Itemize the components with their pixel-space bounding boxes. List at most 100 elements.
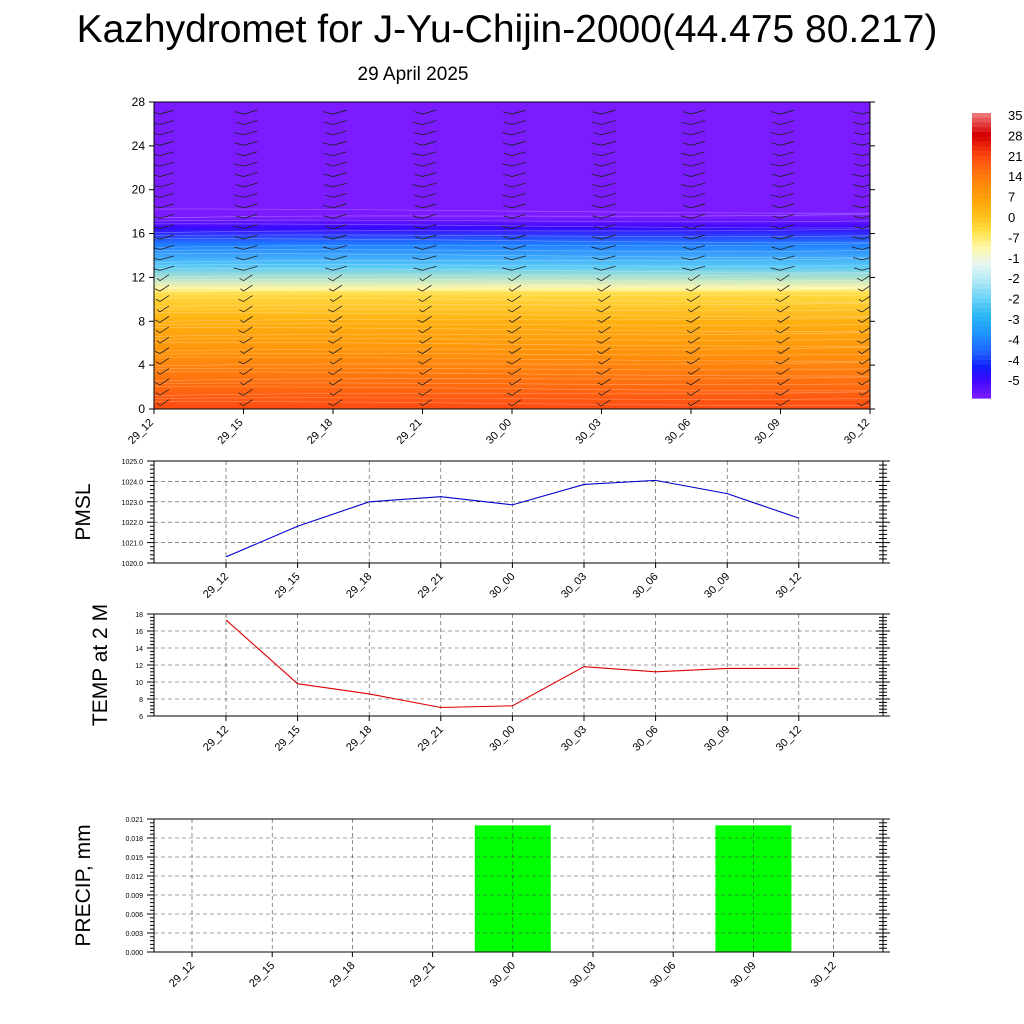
colorbar-segment bbox=[972, 174, 991, 181]
wind-barb-flag bbox=[243, 326, 253, 334]
wind-barb bbox=[419, 340, 423, 344]
wind-barb bbox=[853, 267, 863, 271]
wind-barb bbox=[322, 236, 334, 240]
wind-barb-flag bbox=[511, 357, 522, 365]
wind-barb-flag bbox=[601, 368, 611, 375]
wind-barb-flag bbox=[690, 295, 701, 302]
wind-barb bbox=[687, 278, 692, 282]
wind-barb-flag bbox=[159, 213, 175, 219]
wind-barb-flag bbox=[690, 151, 706, 157]
wind-barb bbox=[591, 142, 602, 146]
colorbar-segment bbox=[972, 255, 991, 261]
wind-barb bbox=[772, 257, 781, 261]
wind-barb-flag bbox=[243, 305, 253, 313]
wind-barb bbox=[857, 350, 863, 354]
wind-barb bbox=[329, 298, 334, 302]
contour-line bbox=[154, 386, 870, 392]
wind-barb bbox=[327, 371, 334, 375]
wind-barb-flag bbox=[243, 120, 258, 125]
wind-barb bbox=[154, 382, 161, 386]
colorbar-segment bbox=[972, 374, 991, 380]
contour-line bbox=[154, 282, 870, 288]
wind-barb bbox=[239, 309, 244, 313]
wind-barb bbox=[857, 382, 863, 386]
wind-barb bbox=[154, 319, 161, 323]
wind-barb bbox=[502, 111, 513, 115]
wind-barb bbox=[597, 382, 602, 386]
wind-barb bbox=[777, 288, 781, 292]
colorbar-segment bbox=[972, 307, 991, 314]
colorbar-segment bbox=[972, 241, 991, 247]
y-tick-label: 0.009 bbox=[125, 893, 143, 900]
wind-barb-flag bbox=[332, 245, 348, 250]
contour-line bbox=[154, 219, 870, 223]
colorbar-segment bbox=[972, 136, 991, 143]
colorbar-segment bbox=[972, 312, 991, 318]
wind-barb bbox=[412, 257, 423, 261]
wind-barb bbox=[154, 350, 161, 354]
wind-barb-flag bbox=[422, 213, 437, 219]
wind-barb bbox=[686, 361, 692, 365]
wind-barb bbox=[240, 319, 244, 323]
colorbar-segment bbox=[972, 269, 991, 276]
wind-barb bbox=[777, 382, 781, 386]
wind-barb-flag bbox=[780, 357, 790, 365]
wind-barb-flag bbox=[243, 203, 258, 209]
wind-barb bbox=[680, 121, 692, 125]
wind-barb bbox=[322, 173, 334, 177]
colorbar-segment bbox=[972, 383, 991, 390]
wind-barb-flag bbox=[861, 173, 870, 177]
wind-barb bbox=[686, 392, 692, 396]
wind-barb-flag bbox=[422, 347, 432, 354]
wind-barb bbox=[502, 142, 513, 146]
wind-barb bbox=[592, 184, 602, 188]
wind-barb bbox=[598, 361, 602, 365]
wind-barb-flag bbox=[332, 316, 343, 323]
y-tick-label: 0.018 bbox=[125, 836, 143, 843]
y-tick-label: 1024.0 bbox=[122, 479, 144, 486]
wind-barb bbox=[777, 319, 781, 323]
wind-barb bbox=[324, 194, 334, 198]
contour-line bbox=[154, 317, 870, 322]
wind-barb-flag bbox=[422, 255, 437, 261]
colorbar-segment bbox=[972, 208, 991, 214]
wind-barb bbox=[772, 184, 781, 188]
wind-barb-flag bbox=[422, 120, 437, 125]
wind-barb-flag bbox=[511, 140, 527, 146]
wind-barb bbox=[329, 330, 334, 334]
wind-barb bbox=[682, 173, 692, 177]
wind-barb bbox=[328, 288, 334, 292]
wind-barb-flag bbox=[243, 213, 258, 219]
x-tick-label: 29_18 bbox=[327, 960, 357, 990]
wind-barb bbox=[419, 371, 423, 375]
wind-barb-flag bbox=[159, 151, 175, 157]
colorbar-segment bbox=[972, 212, 991, 219]
colorbar-segment bbox=[972, 322, 991, 328]
wind-barb-flag bbox=[690, 120, 706, 125]
colorbar-segment bbox=[972, 293, 991, 299]
wind-barb-flag bbox=[243, 130, 258, 136]
wind-barb bbox=[681, 225, 692, 230]
wind-barb-flag bbox=[511, 274, 522, 282]
wind-barb bbox=[154, 174, 161, 177]
wind-barb bbox=[776, 371, 781, 375]
wind-barb bbox=[506, 392, 513, 396]
wind-barb-flag bbox=[332, 193, 348, 198]
colorbar-segment bbox=[972, 331, 991, 337]
wind-barb-flag bbox=[159, 120, 175, 125]
colorbar-segment bbox=[972, 284, 991, 290]
wind-barb bbox=[856, 309, 863, 313]
wind-barb bbox=[682, 205, 692, 209]
x-tick-label: 29_15 bbox=[216, 417, 246, 447]
wind-barb bbox=[772, 121, 781, 125]
x-tick-label: 29_21 bbox=[395, 417, 425, 447]
wind-barb bbox=[234, 111, 244, 115]
x-tick-label: 30_00 bbox=[487, 571, 517, 601]
wind-barb bbox=[508, 350, 513, 354]
wind-barb bbox=[154, 226, 161, 230]
wind-barb-flag bbox=[690, 193, 706, 198]
wind-barb bbox=[852, 184, 863, 188]
wind-barb-flag bbox=[422, 109, 437, 115]
wind-barb-flag bbox=[159, 326, 170, 334]
wind-barb-flag bbox=[159, 234, 175, 240]
